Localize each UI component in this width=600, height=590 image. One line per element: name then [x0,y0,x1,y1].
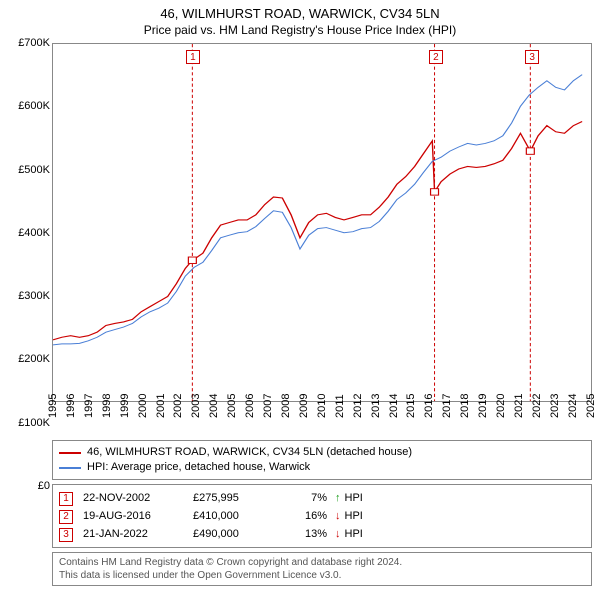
transaction-row: 1 22-NOV-2002£275,9957%↑HPI [59,489,585,507]
y-axis-tick-label: £400K [8,227,50,239]
transaction-badge: 2 [429,50,443,64]
transaction-date: 21-JAN-2022 [83,525,193,543]
transactions-table: 1 22-NOV-2002£275,9957%↑HPI 2 19-AUG-2016£4… [52,484,592,548]
transaction-row: 3 21-JAN-2022£490,00013%↓HPI [59,525,585,543]
transaction-marker [526,148,534,154]
chart-legend: 46, WILMHURST ROAD, WARWICK, CV34 5LN (d… [52,440,592,480]
legend-swatch [59,452,81,454]
transaction-date: 19-AUG-2016 [83,507,193,525]
legend-row: HPI: Average price, detached house, Warw… [59,460,585,475]
legend-swatch [59,467,81,469]
arrow-down-icon: ↓ [331,525,345,543]
page-subtitle: Price paid vs. HM Land Registry's House … [8,23,592,37]
y-axis-tick-label: £600K [8,100,50,112]
transaction-vs-hpi-label: HPI [345,507,363,525]
transaction-row: 2 19-AUG-2016£410,00016%↓HPI [59,507,585,525]
attribution-line-2: This data is licensed under the Open Gov… [59,569,585,582]
y-axis-tick-label: £100K [8,417,50,429]
transaction-vs-hpi-label: HPI [345,525,363,543]
transaction-badge: 3 [525,50,539,64]
y-axis-tick-label: £500K [8,164,50,176]
y-axis-labels: 123 £0£100K£200K£300K£400K£500K£600K£700… [8,43,592,404]
chart-page: 46, WILMHURST ROAD, WARWICK, CV34 5LN Pr… [0,0,600,590]
transaction-pct: 13% [283,525,331,543]
transaction-date: 22-NOV-2002 [83,489,193,507]
transaction-row-badge: 2 [59,510,73,524]
x-axis-labels: 1995199619971998199920002001200220032004… [52,404,592,438]
attribution-line-1: Contains HM Land Registry data © Crown c… [59,556,585,569]
transaction-badge: 1 [186,50,200,64]
transaction-row-badge: 3 [59,528,73,542]
series-subject-property [53,122,582,340]
y-axis-tick-label: £200K [8,353,50,365]
legend-label: 46, WILMHURST ROAD, WARWICK, CV34 5LN (d… [87,445,412,460]
page-title: 46, WILMHURST ROAD, WARWICK, CV34 5LN [8,6,592,21]
transaction-marker [431,189,439,195]
transaction-row-badge: 1 [59,492,73,506]
chart-svg [53,44,591,401]
series-hpi-warwick-detached [53,75,582,345]
transaction-vs-hpi-label: HPI [345,489,363,507]
legend-row: 46, WILMHURST ROAD, WARWICK, CV34 5LN (d… [59,445,585,460]
y-axis-tick-label: £700K [8,37,50,49]
transaction-marker [188,257,196,263]
y-axis-tick-label: £0 [8,480,50,492]
transaction-pct: 7% [283,489,331,507]
y-axis-tick-label: £300K [8,290,50,302]
transaction-price: £275,995 [193,489,283,507]
transaction-price: £490,000 [193,525,283,543]
arrow-down-icon: ↓ [331,507,345,525]
header-block: 46, WILMHURST ROAD, WARWICK, CV34 5LN Pr… [8,6,592,43]
transaction-price: £410,000 [193,507,283,525]
attribution-box: Contains HM Land Registry data © Crown c… [52,552,592,586]
legend-label: HPI: Average price, detached house, Warw… [87,460,310,475]
arrow-up-icon: ↑ [331,489,345,507]
chart-plot-area: 1 2 3 [52,43,592,402]
transaction-pct: 16% [283,507,331,525]
